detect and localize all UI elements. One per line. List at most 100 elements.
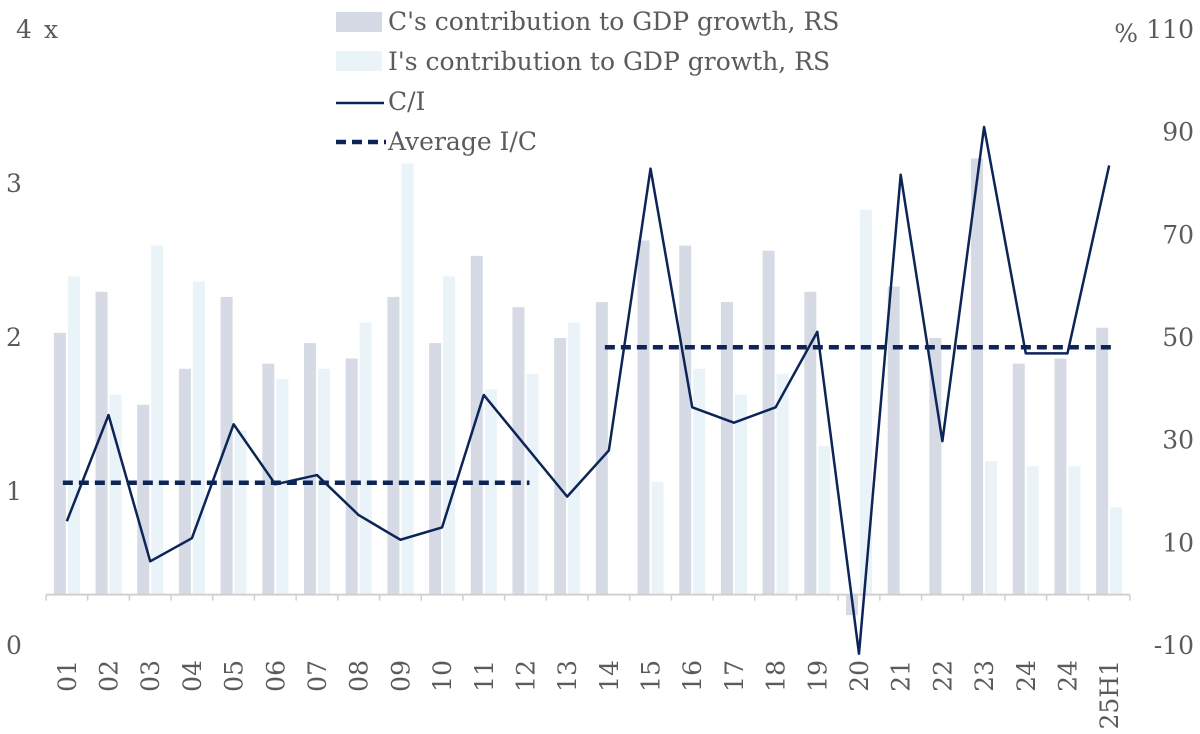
bar-i-contribution <box>234 430 247 595</box>
bar-c-contribution <box>929 338 942 595</box>
x-axis-label: 23 <box>970 660 999 692</box>
right-axis: % -10 10 30 50 70 90 110 <box>1114 15 1194 660</box>
x-axis-label: 25H1 <box>1095 660 1124 730</box>
x-axis-label: 19 <box>803 660 832 692</box>
bar-c-contribution <box>387 296 400 595</box>
bar-i-contribution <box>276 379 289 595</box>
right-axis-unit: % <box>1114 19 1138 48</box>
bar-c-contribution <box>595 302 608 595</box>
bar-i-contribution <box>1110 507 1123 595</box>
bar-c-contribution <box>1054 358 1067 595</box>
x-axis-label: 03 <box>136 660 165 692</box>
bar-i-contribution <box>734 394 747 595</box>
bar-c-contribution <box>637 240 650 595</box>
legend-label-ci: C/I <box>388 87 425 116</box>
left-axis-tick: 3 <box>6 169 22 198</box>
x-axis-ticks: 01 02 03 04 05 06 07 08 09 10 11 12 13 14 15 16 17 18 19 20… <box>45 594 1131 730</box>
line-ci <box>65 125 1111 655</box>
bar-c-contribution <box>804 291 817 595</box>
bar-c-contribution <box>887 286 900 595</box>
bar-c-contribution <box>137 404 150 595</box>
bar-i-contribution <box>651 481 664 595</box>
bar-i-contribution <box>192 281 205 595</box>
legend-label-avg: Average I/C <box>387 127 537 156</box>
bar-c-contribution <box>345 358 358 595</box>
x-axis-label: 02 <box>95 660 124 692</box>
bar-i-contribution <box>151 245 164 595</box>
bar-i-contribution <box>818 445 831 595</box>
left-axis-tick: 4 <box>16 15 32 44</box>
bar-i-contribution <box>568 322 581 595</box>
bar-i-contribution <box>1068 466 1081 595</box>
legend: C's contribution to GDP growth, RS I's c… <box>336 7 839 156</box>
x-axis-label: 16 <box>678 660 707 692</box>
bar-c-contribution <box>720 302 733 595</box>
bar-c-contribution <box>1096 327 1109 595</box>
bar-c-contribution <box>95 291 108 595</box>
right-axis-tick: 110 <box>1146 15 1194 44</box>
bar-c-contribution <box>429 343 442 595</box>
x-axis-label: 06 <box>261 660 290 692</box>
bar-c-contribution <box>178 368 191 595</box>
left-axis-tick: 1 <box>6 477 22 506</box>
x-axis-label: 08 <box>345 660 374 692</box>
x-axis-label: 04 <box>178 660 207 692</box>
bar-c-contribution <box>1012 363 1025 595</box>
right-axis-tick: 70 <box>1162 220 1194 249</box>
bar-c-contribution <box>762 250 775 595</box>
bar-i-contribution <box>776 373 789 595</box>
bar-i-contribution <box>526 373 539 595</box>
legend-label-i: I's contribution to GDP growth, RS <box>388 47 830 76</box>
right-axis-tick: 10 <box>1162 528 1194 557</box>
bar-i-contribution <box>67 276 80 595</box>
bars-layer <box>53 158 1123 616</box>
x-axis-label: 17 <box>720 660 749 692</box>
bar-c-contribution <box>53 332 66 595</box>
legend-swatch-c <box>336 12 382 32</box>
bar-c-contribution <box>554 338 567 595</box>
x-axis-label: 01 <box>53 660 82 692</box>
x-axis-label: 24 <box>1053 660 1082 692</box>
x-axis-label: 15 <box>637 660 666 692</box>
bar-c-contribution <box>304 343 316 595</box>
bar-c-contribution <box>512 307 525 595</box>
bar-i-contribution <box>359 322 372 595</box>
left-axis-tick: 0 <box>6 631 22 660</box>
x-axis-label: 10 <box>428 660 457 692</box>
left-axis: 4 x 0 1 2 3 <box>6 15 58 660</box>
legend-swatch-i <box>336 51 382 71</box>
bar-c-contribution <box>971 158 984 595</box>
bar-i-contribution <box>860 209 872 595</box>
x-axis-label: 12 <box>511 660 540 692</box>
x-axis-label: 05 <box>220 660 249 692</box>
x-axis-label: 14 <box>595 660 624 692</box>
x-axis-label: 09 <box>386 660 415 692</box>
x-axis-label: 21 <box>887 660 916 692</box>
bar-c-contribution <box>262 363 275 595</box>
x-axis-label: 07 <box>303 660 332 692</box>
x-axis-label: 22 <box>928 660 957 692</box>
left-axis-tick: 2 <box>6 323 22 352</box>
bar-i-contribution <box>109 394 122 595</box>
x-axis-label: 18 <box>762 660 791 692</box>
bar-i-contribution <box>1026 466 1039 595</box>
bar-i-contribution <box>443 276 456 595</box>
x-axis-label: 11 <box>470 660 499 692</box>
bar-c-contribution <box>679 245 692 595</box>
bar-i-contribution <box>401 163 414 595</box>
bar-i-contribution <box>693 368 706 595</box>
right-axis-tick: 90 <box>1162 118 1194 147</box>
x-axis-label: 13 <box>553 660 582 692</box>
right-axis-tick: -10 <box>1154 631 1194 660</box>
right-axis-tick: 50 <box>1162 323 1194 352</box>
x-axis-label: 24 <box>1012 660 1041 692</box>
bar-c-contribution <box>470 255 483 595</box>
legend-label-c: C's contribution to GDP growth, RS <box>388 7 839 36</box>
right-axis-tick: 30 <box>1162 426 1194 455</box>
bar-i-contribution <box>484 389 497 595</box>
x-axis-label: 20 <box>845 660 874 692</box>
lines-layer <box>62 125 1114 655</box>
bar-i-contribution <box>985 461 998 595</box>
left-axis-unit: x <box>44 15 58 44</box>
